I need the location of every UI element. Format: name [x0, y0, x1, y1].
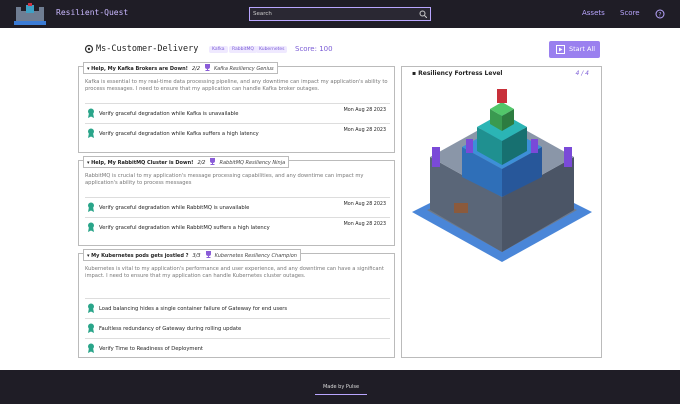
quest-card: ▾ Help, My Kafka Brokers are Down! 2/2 Kaf…: [78, 62, 395, 153]
ribbon-icon: [88, 343, 94, 353]
start-all-button[interactable]: Start All: [549, 41, 600, 58]
score: Score: 100: [295, 45, 333, 53]
ribbon-icon: [88, 222, 94, 232]
quest-title[interactable]: Help, My RabbitMQ Cluster is Down!: [91, 160, 194, 166]
trophy-icon: [210, 158, 216, 165]
item-label: Verify graceful degradation while Kafka …: [99, 111, 239, 117]
credit-link[interactable]: Made by Pulse: [315, 380, 367, 395]
ribbon-icon: [88, 323, 94, 333]
footer: Made by Pulse: [0, 370, 680, 404]
logo[interactable]: [14, 3, 46, 25]
quest-progress: 3/3: [192, 253, 201, 259]
trophy-icon: [205, 64, 210, 71]
item-date: Mon Aug 28 2023: [343, 128, 386, 133]
search-icon: [419, 10, 427, 18]
quest-card: ▾ My Kubernetes pods gets jostled ? 3/3 Ku…: [78, 249, 395, 358]
item-label: Load balancing hides a single container …: [99, 306, 288, 312]
fortress-level: 4 / 4: [575, 70, 589, 77]
quest-badge: Kafka Resiliency Genius: [214, 66, 274, 72]
nav-link[interactable]: Assets: [582, 9, 605, 17]
quest-header: ▾ Help, My RabbitMQ Cluster is Down! 2/2 R…: [83, 156, 290, 168]
fortress-title: ▪ Resiliency Fortress Level: [412, 70, 503, 77]
service-title: Ms-Customer-Delivery: [96, 44, 199, 54]
quest-badge: Kubernetes Resiliency Champion: [214, 253, 297, 259]
quest-item[interactable]: Verify graceful degradation while Kafka …: [85, 103, 390, 122]
trophy-icon: [205, 251, 211, 258]
quest-item[interactable]: Verify Time to Readiness of Deployment: [85, 338, 390, 357]
quest-description: RabbitMQ is crucial to my application's …: [85, 173, 364, 187]
item-label: Faultless redundancy of Gateway during r…: [99, 326, 242, 332]
quest-progress: 2/2: [191, 66, 200, 72]
quest-description: Kubernetes is vital to my application's …: [85, 266, 384, 280]
quest-card: ▾ Help, My RabbitMQ Cluster is Down! 2/2 R…: [78, 156, 395, 246]
ribbon-icon: [88, 108, 94, 118]
ribbon-icon: [88, 303, 94, 313]
start-all-label: Start All: [569, 45, 596, 53]
quest-item[interactable]: Verify graceful degradation while Rabbit…: [85, 217, 390, 236]
ribbon-icon: [88, 128, 94, 138]
quest-title[interactable]: My Kubernetes pods gets jostled ?: [91, 253, 189, 259]
item-label: Verify graceful degradation while Kafka …: [99, 131, 259, 137]
search-input[interactable]: Search: [249, 7, 431, 21]
tag: RabbitMQ: [229, 46, 257, 53]
tag: Kubernetes: [256, 46, 288, 53]
fortress-image: [412, 89, 592, 262]
item-label: Verify graceful degradation while Rabbit…: [99, 225, 270, 231]
item-label: Verify Time to Readiness of Deployment: [99, 346, 203, 352]
quest-item[interactable]: Verify graceful degradation while Kafka …: [85, 123, 390, 142]
quest-item[interactable]: Verify graceful degradation while Rabbit…: [85, 197, 390, 216]
nav-link[interactable]: Score: [620, 9, 640, 17]
fortress-panel: ▪ Resiliency Fortress Level 4 / 4: [401, 66, 602, 358]
svg-text:?: ?: [658, 12, 661, 19]
item-label: Verify graceful degradation while Rabbit…: [99, 205, 250, 211]
quest-header: ▾ My Kubernetes pods gets jostled ? 3/3 Ku…: [83, 249, 301, 261]
item-date: Mon Aug 28 2023: [343, 222, 386, 227]
header: Resilient-Quest Search Assets Score ?: [0, 0, 680, 28]
quest-description: Kafka is essential to my real-time data …: [85, 79, 388, 93]
quest-title[interactable]: Help, My Kafka Brokers are Down!: [91, 66, 188, 72]
quest-item[interactable]: Faultless redundancy of Gateway during r…: [85, 318, 390, 337]
settings-icon: [84, 44, 94, 54]
quest-item[interactable]: Load balancing hides a single container …: [85, 298, 390, 317]
quest-progress: 2/2: [197, 160, 206, 166]
ribbon-icon: [88, 202, 94, 212]
brand[interactable]: Resilient-Quest: [56, 8, 129, 17]
fortress-title-text: Resiliency Fortress Level: [418, 70, 503, 77]
quest-header: ▾ Help, My Kafka Brokers are Down! 2/2 Kaf…: [83, 62, 278, 74]
quest-badge: RabbitMQ Resiliency Ninja: [219, 160, 286, 166]
item-date: Mon Aug 28 2023: [343, 108, 386, 113]
item-date: Mon Aug 28 2023: [343, 202, 386, 207]
help-icon[interactable]: ?: [655, 9, 665, 19]
search-placeholder: Search: [253, 11, 272, 17]
play-icon: [556, 45, 565, 54]
tag: Kafka: [209, 46, 228, 53]
